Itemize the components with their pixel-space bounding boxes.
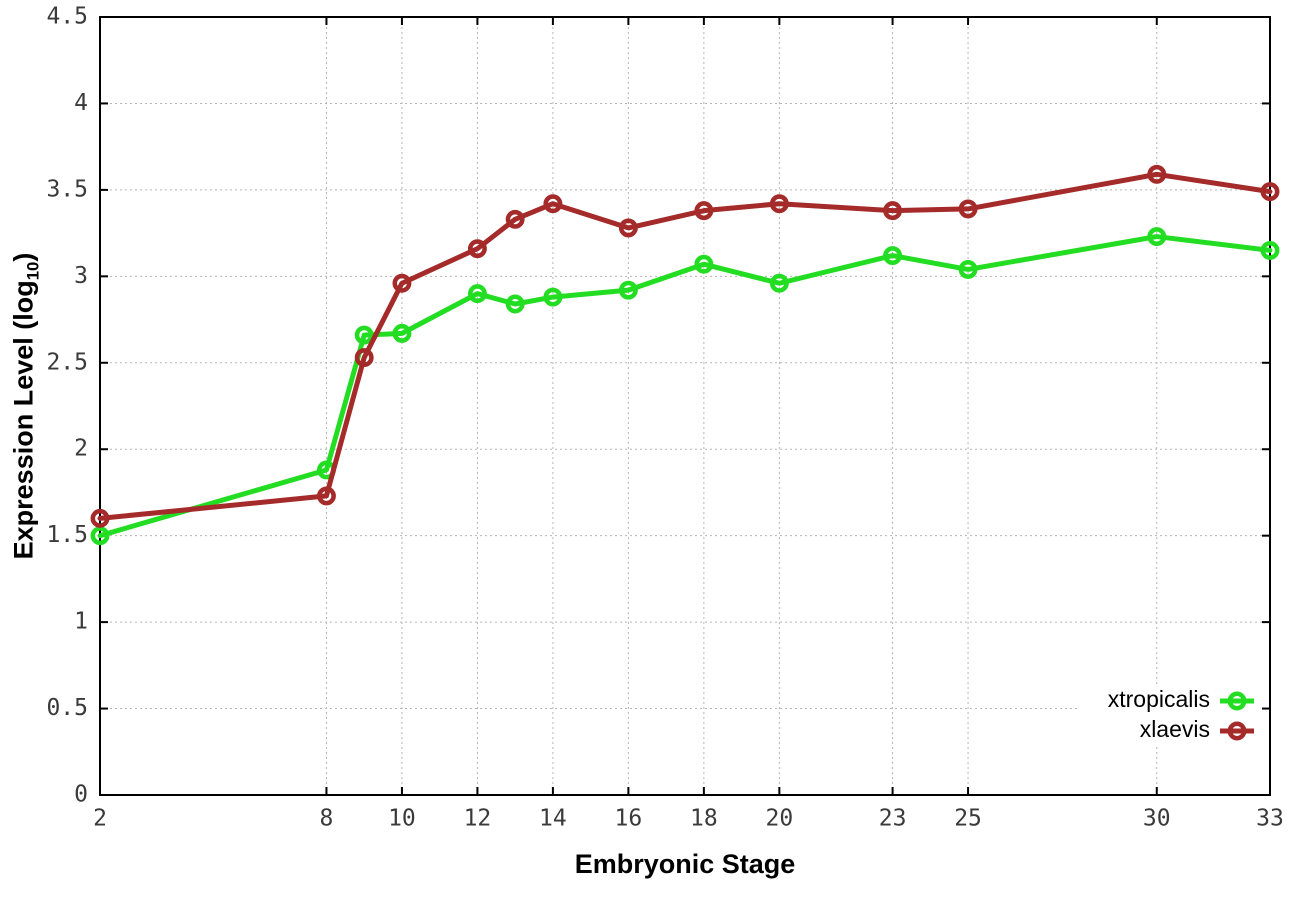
y-tick-label: 3.5 xyxy=(46,176,88,202)
x-tick-label: 30 xyxy=(1143,806,1171,832)
y-tick-label: 2.5 xyxy=(46,349,88,375)
data-point-xtropicalis xyxy=(1147,227,1167,247)
data-point-xlaevis xyxy=(769,194,789,214)
y-tick-label: 4.5 xyxy=(46,4,88,30)
data-point-xlaevis xyxy=(958,199,978,219)
y-tick-label: 3 xyxy=(74,263,88,289)
x-tick-label: 23 xyxy=(879,806,907,832)
data-point-xtropicalis xyxy=(505,294,525,314)
y-axis-title: Expression Level (log10) xyxy=(8,253,43,560)
y-tick-label: 0 xyxy=(74,782,88,808)
y-tick-label: 1 xyxy=(74,609,88,635)
y-axis-title-text: Expression Level (log xyxy=(8,280,39,560)
x-tick-label: 2 xyxy=(93,806,107,832)
y-axis-title-close-paren: ) xyxy=(8,252,39,262)
y-tick-label: 0.5 xyxy=(46,695,88,721)
series-line-xlaevis xyxy=(97,171,1273,521)
x-tick-label: 12 xyxy=(464,806,492,832)
x-tick-label: 18 xyxy=(690,806,718,832)
data-point-xlaevis xyxy=(1260,182,1280,202)
data-point-xtropicalis xyxy=(618,280,638,300)
data-point-xtropicalis xyxy=(392,323,412,343)
data-point-xlaevis xyxy=(467,239,487,259)
series-line-xtropicalis xyxy=(97,234,1273,539)
data-point-xtropicalis xyxy=(543,287,563,307)
data-point-xlaevis xyxy=(392,273,412,293)
legend-sample-marker-xtropicalis xyxy=(1227,691,1247,711)
legend-label-xlaevis: xlaevis xyxy=(1140,716,1210,742)
data-point-xtropicalis xyxy=(354,325,374,345)
y-tick-label: 1.5 xyxy=(46,522,88,548)
y-tick-label: 2 xyxy=(74,436,88,462)
x-tick-label: 16 xyxy=(615,806,643,832)
data-point-xlaevis xyxy=(90,508,110,528)
data-point-xlaevis xyxy=(354,348,374,368)
data-point-xtropicalis xyxy=(769,273,789,293)
data-point-xlaevis xyxy=(883,201,903,221)
data-point-xlaevis xyxy=(618,218,638,238)
x-tick-label: 33 xyxy=(1256,806,1284,832)
x-tick-label: 25 xyxy=(954,806,982,832)
x-tick-label: 20 xyxy=(766,806,794,832)
legend-sample-marker-xlaevis xyxy=(1227,721,1247,741)
x-tick-label: 10 xyxy=(388,806,416,832)
plot-border xyxy=(99,16,1271,796)
data-point-xlaevis xyxy=(317,486,336,506)
legend-label-xtropicalis: xtropicalis xyxy=(1108,686,1210,712)
x-axis-title: Embryonic Stage xyxy=(574,849,796,879)
data-point-xlaevis xyxy=(505,209,525,229)
data-point-xlaevis xyxy=(694,201,714,221)
data-point-xtropicalis xyxy=(467,284,487,304)
y-axis-title-subscript: 10 xyxy=(23,261,43,281)
data-point-xtropicalis xyxy=(90,526,110,546)
data-point-xtropicalis xyxy=(883,246,903,266)
x-tick-label: 8 xyxy=(320,806,334,832)
data-point-xtropicalis xyxy=(694,254,714,274)
data-point-xlaevis xyxy=(1147,164,1167,184)
x-tick-label: 14 xyxy=(539,806,567,832)
y-tick-label: 4 xyxy=(74,90,88,116)
data-point-xtropicalis xyxy=(958,259,978,279)
data-point-xtropicalis xyxy=(1260,240,1280,260)
data-point-xlaevis xyxy=(543,194,563,214)
